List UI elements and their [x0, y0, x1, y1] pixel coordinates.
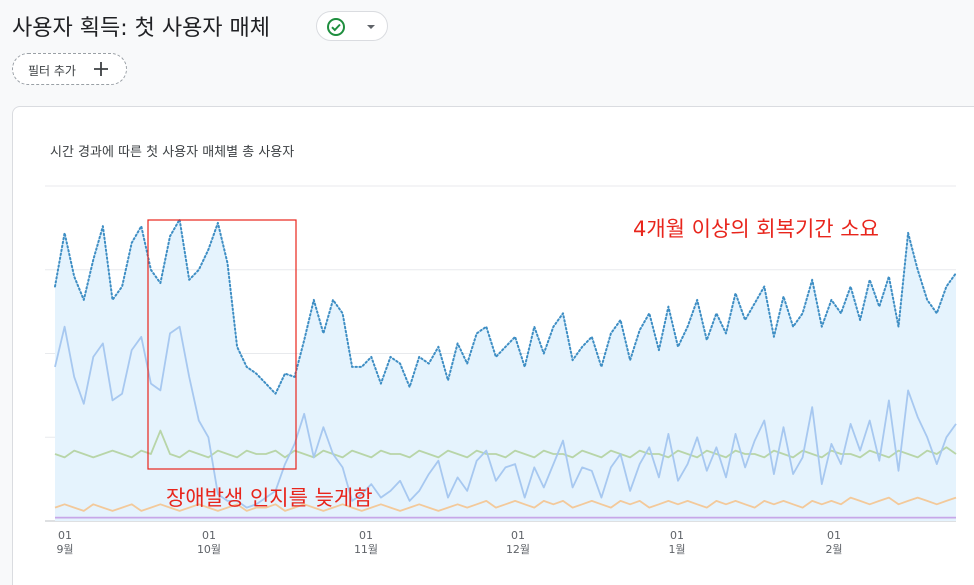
- x-tick-month: 2월: [825, 543, 842, 556]
- series-line-0: [54, 218, 957, 395]
- annotation-late-detection-text: 장애발생 인지를 늦게함: [166, 486, 373, 510]
- chevron-down-icon: [367, 25, 375, 29]
- x-tick-day: 01: [511, 529, 525, 542]
- x-tick-month: 11월: [354, 543, 378, 556]
- status-dropdown[interactable]: [316, 11, 388, 41]
- x-tick-day: 01: [670, 529, 684, 542]
- series-line-3: [54, 496, 957, 512]
- add-filter-button[interactable]: 필터 추가: [12, 53, 127, 85]
- page-title: 사용자 획득: 첫 사용자 매체: [12, 16, 271, 41]
- x-tick-month: 1월: [668, 543, 685, 556]
- add-filter-label: 필터 추가: [28, 64, 76, 78]
- x-tick-day: 01: [58, 529, 72, 542]
- series-line-1: [54, 325, 957, 509]
- x-tick-day: 01: [202, 529, 216, 542]
- annotation-recovery-text: 4개월 이상의 회복기간 소요: [633, 217, 879, 241]
- x-tick-month: 12월: [506, 543, 530, 556]
- x-tick-month: 9월: [56, 543, 73, 556]
- check-circle-icon: [327, 18, 345, 36]
- plus-icon: [94, 62, 108, 76]
- x-tick-month: 10월: [197, 543, 221, 556]
- series-area-0: [55, 219, 956, 521]
- x-tick-day: 01: [359, 529, 373, 542]
- chart-title: 시간 경과에 따른 첫 사용자 매체별 총 사용자: [50, 145, 295, 160]
- x-tick-day: 01: [827, 529, 841, 542]
- annotation-box: [147, 219, 297, 470]
- series-line-2: [54, 429, 957, 459]
